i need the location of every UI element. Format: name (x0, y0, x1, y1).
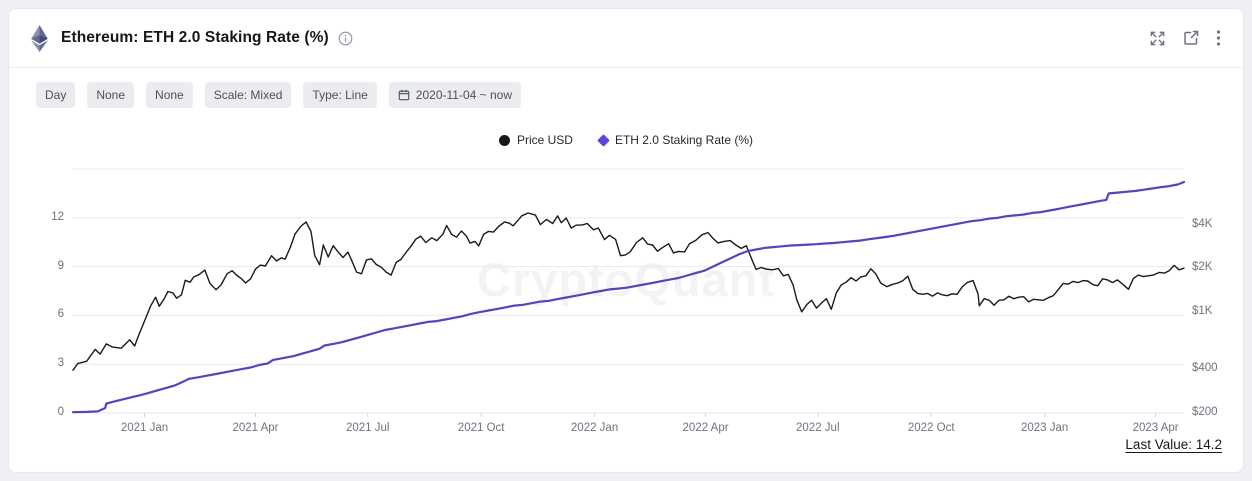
legend-circle-marker (498, 134, 510, 146)
fullscreen-icon (1150, 31, 1165, 45)
legend-item-price[interactable]: Price USD (498, 133, 573, 147)
export-image-icon (1184, 30, 1199, 45)
legend-label: ETH 2.0 Staking Rate (%) (614, 133, 754, 147)
toolbar-button-label: Scale: Mixed (213, 88, 283, 102)
toolbar-button-indicator-1[interactable]: None (87, 82, 135, 108)
toolbar-button-label: Type: Line (312, 88, 368, 102)
toolbar-button-date-range[interactable]: 2020-11-04 ~ now (388, 82, 521, 108)
fullscreen-button[interactable] (1149, 30, 1166, 47)
staking-rate-line (71, 180, 1186, 414)
last-value[interactable]: Last Value: 14.2 (1125, 437, 1222, 452)
toolbar-button-indicator-2[interactable]: None (146, 82, 193, 108)
header-actions (1149, 29, 1221, 47)
page-title: Ethereum: ETH 2.0 Staking Rate (%) (61, 29, 329, 46)
plot-area: 0 3 6 9 12 $200 $400 $1K $2K $4K 2021 Jan 2021 Apr 2… (9, 9, 1243, 472)
ethereum-logo (31, 24, 48, 52)
more-options-button[interactable] (1216, 29, 1221, 47)
toolbar-button-label: None (96, 88, 126, 102)
chart-canvas[interactable] (9, 9, 1244, 473)
toolbar-button-interval[interactable]: Day (36, 82, 76, 108)
chart-legend: Price USD ETH 2.0 Staking Rate (%) (9, 133, 1243, 147)
calendar-icon (398, 89, 410, 101)
info-icon[interactable] (338, 31, 353, 46)
date-range-label: 2020-11-04 ~ now (415, 88, 512, 102)
price-line (72, 212, 1185, 371)
export-image-button[interactable] (1182, 29, 1200, 47)
chart-toolbar: Day None None Scale: Mixed Type: Line 20… (36, 82, 521, 108)
toolbar-button-type[interactable]: Type: Line (303, 82, 377, 108)
kebab-menu-icon (1216, 30, 1221, 46)
legend-label: Price USD (516, 133, 573, 147)
toolbar-button-label: None (155, 88, 184, 102)
toolbar-button-label: Day (45, 88, 67, 102)
toolbar-button-scale[interactable]: Scale: Mixed (204, 82, 292, 108)
legend-item-staking-rate[interactable]: ETH 2.0 Staking Rate (%) (597, 133, 754, 147)
chart-card: Ethereum: ETH 2.0 Staking Rate (%) (8, 8, 1244, 473)
card-header: Ethereum: ETH 2.0 Staking Rate (%) (9, 9, 1243, 68)
